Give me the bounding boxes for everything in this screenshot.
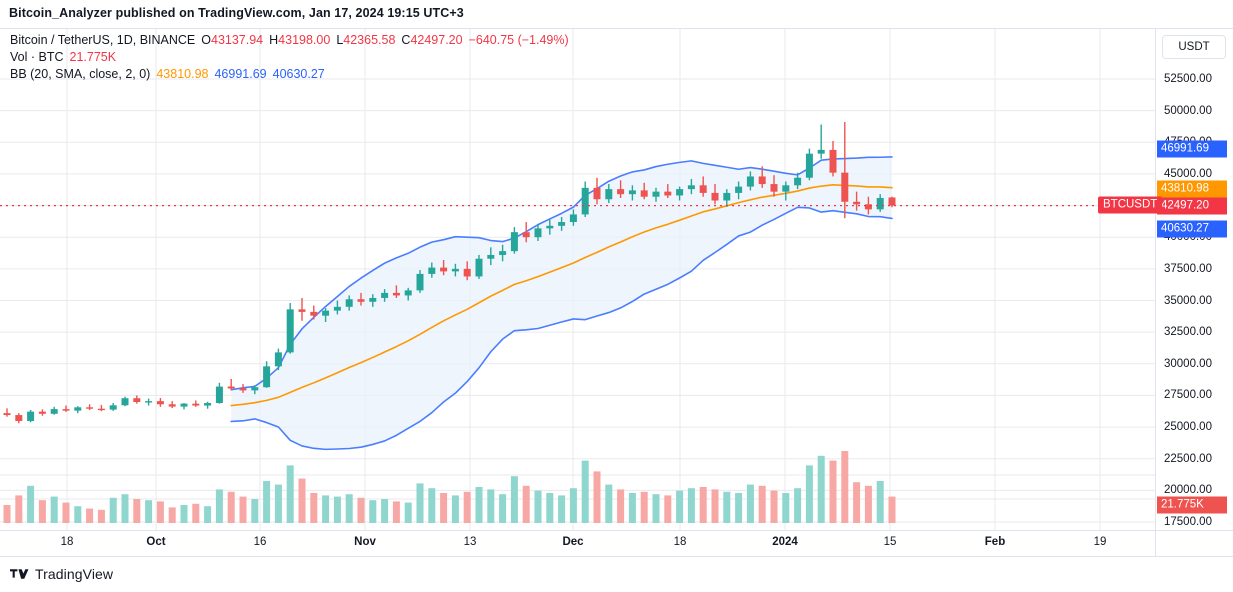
price-tick: 22500.00	[1164, 452, 1212, 465]
time-tick: 15	[883, 536, 897, 548]
current-price-marker: BTCUSDT	[1098, 196, 1163, 214]
publisher-line: Bitcoin_Analyzer published on TradingVie…	[9, 6, 464, 20]
price-scale[interactable]: USDT 52500.0050000.0047500.0045000.00425…	[1155, 28, 1233, 531]
time-tick: 2024	[772, 536, 798, 548]
price-tick: 20000.00	[1164, 484, 1212, 497]
time-tick: 18	[60, 536, 74, 548]
price-tick: 32500.00	[1164, 326, 1212, 339]
time-tick: Oct	[146, 536, 166, 548]
price-tick: 27500.00	[1164, 389, 1212, 402]
volume-tag: 21.775K	[1157, 496, 1227, 514]
price-tick: 45000.00	[1164, 167, 1212, 180]
price-tick: 50000.00	[1164, 104, 1212, 117]
time-tick: Nov	[354, 536, 376, 548]
time-tick: 13	[463, 536, 477, 548]
price-tick: 52500.00	[1164, 73, 1212, 85]
price-tick: 17500.00	[1164, 516, 1212, 528]
price-tag: 43810.98	[1157, 180, 1227, 198]
price-tick: 25000.00	[1164, 421, 1212, 434]
price-tick: 30000.00	[1164, 357, 1212, 370]
time-tick: 19	[1093, 536, 1107, 548]
time-tick: Dec	[562, 536, 584, 548]
tradingview-logo-icon	[10, 568, 29, 579]
footer-branding: TradingView	[10, 566, 113, 582]
time-scale-separator	[1155, 531, 1156, 556]
price-tick: 35000.00	[1164, 294, 1212, 307]
time-tick: 16	[253, 536, 267, 548]
price-tag: 40630.27	[1157, 220, 1227, 238]
tradingview-wordmark: TradingView	[35, 566, 114, 582]
candlestick-chart	[0, 29, 1155, 530]
price-tag: 46991.69	[1157, 140, 1227, 158]
currency-button[interactable]: USDT	[1162, 35, 1226, 59]
price-tag: 42497.20	[1157, 197, 1227, 215]
time-tick: 18	[673, 536, 687, 548]
time-tick: Feb	[984, 536, 1006, 548]
chart-plot-area[interactable]	[0, 28, 1155, 531]
time-scale[interactable]: 18 Oct 16 Nov 13 Dec 18 2024 15 Feb 19	[0, 531, 1233, 557]
price-tick: 37500.00	[1164, 262, 1212, 275]
